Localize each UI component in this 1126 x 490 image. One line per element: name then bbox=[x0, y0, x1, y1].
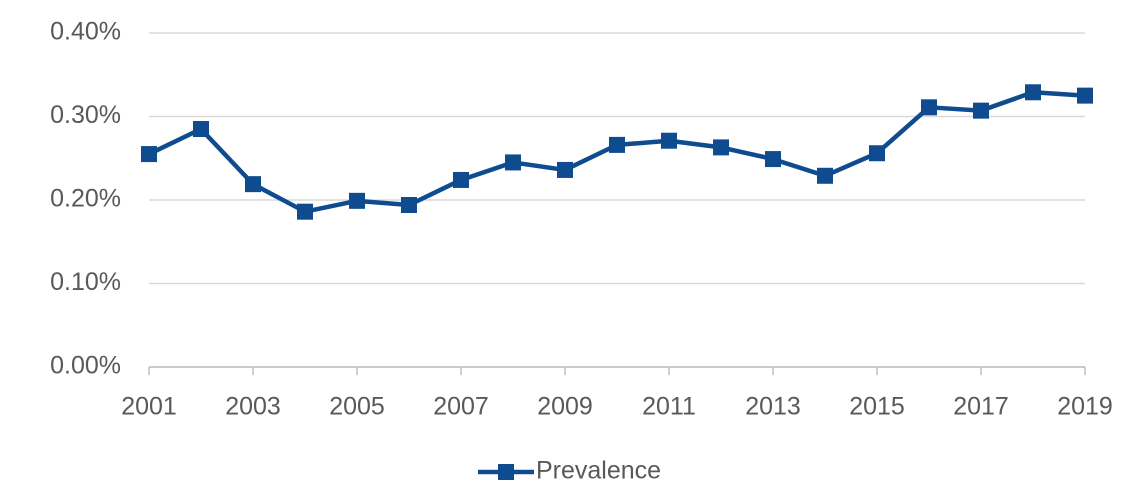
marker bbox=[713, 139, 729, 156]
marker bbox=[765, 151, 781, 168]
x-tick-label: 2005 bbox=[329, 393, 385, 421]
legend-label: Prevalence bbox=[536, 457, 661, 485]
y-tick-label: 0.10% bbox=[50, 268, 121, 296]
marker bbox=[401, 197, 417, 214]
marker bbox=[973, 102, 989, 119]
marker bbox=[193, 121, 209, 138]
marker bbox=[1025, 84, 1041, 101]
y-tick-label: 0.00% bbox=[50, 352, 121, 380]
x-tick-label: 2003 bbox=[225, 393, 281, 421]
x-tick-label: 2011 bbox=[642, 393, 696, 421]
x-tick-label: 2017 bbox=[953, 393, 1009, 421]
marker bbox=[245, 176, 261, 193]
marker bbox=[609, 136, 625, 153]
marker bbox=[1077, 87, 1093, 104]
marker bbox=[349, 192, 365, 209]
x-tick-label: 2013 bbox=[745, 393, 801, 421]
legend-marker bbox=[498, 464, 514, 480]
x-tick-label: 2015 bbox=[849, 393, 905, 421]
x-tick-label: 2009 bbox=[537, 393, 593, 421]
y-tick-label: 0.40% bbox=[50, 18, 121, 46]
marker bbox=[297, 203, 313, 220]
marker bbox=[557, 161, 573, 178]
x-tick-label: 2019 bbox=[1057, 393, 1113, 421]
marker bbox=[817, 167, 833, 184]
y-tick-label: 0.20% bbox=[50, 185, 121, 213]
marker bbox=[921, 99, 937, 116]
marker bbox=[453, 171, 469, 188]
y-tick-label: 0.30% bbox=[50, 101, 121, 129]
marker bbox=[869, 145, 885, 162]
marker bbox=[505, 154, 521, 171]
x-tick-label: 2001 bbox=[121, 393, 177, 421]
x-tick-label: 2007 bbox=[433, 393, 489, 421]
marker bbox=[141, 146, 157, 163]
marker bbox=[661, 132, 677, 149]
